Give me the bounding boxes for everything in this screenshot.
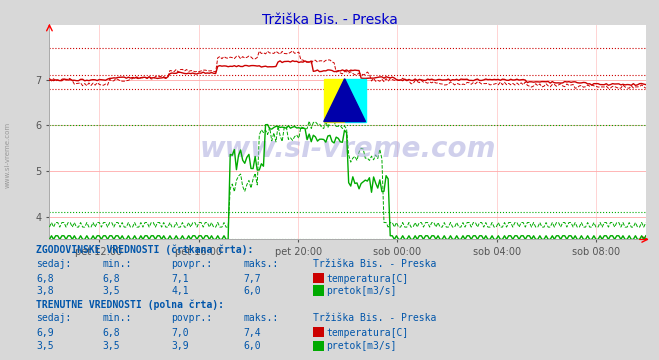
Text: Tržiška Bis. - Preska: Tržiška Bis. - Preska bbox=[262, 13, 397, 27]
Text: 6,8: 6,8 bbox=[102, 328, 120, 338]
Text: 6,0: 6,0 bbox=[244, 341, 262, 351]
Text: povpr.:: povpr.: bbox=[171, 313, 212, 323]
Text: 6,8: 6,8 bbox=[102, 274, 120, 284]
Text: www.si-vreme.com: www.si-vreme.com bbox=[5, 122, 11, 188]
Text: 7,7: 7,7 bbox=[244, 274, 262, 284]
Polygon shape bbox=[324, 79, 366, 122]
Text: pretok[m3/s]: pretok[m3/s] bbox=[326, 286, 397, 296]
Text: Tržiška Bis. - Preska: Tržiška Bis. - Preska bbox=[313, 313, 436, 323]
Text: sedaj:: sedaj: bbox=[36, 313, 71, 323]
Text: povpr.:: povpr.: bbox=[171, 259, 212, 269]
Text: maks.:: maks.: bbox=[244, 313, 279, 323]
Text: maks.:: maks.: bbox=[244, 259, 279, 269]
Text: 3,5: 3,5 bbox=[102, 286, 120, 296]
Text: TRENUTNE VREDNOSTI (polna črta):: TRENUTNE VREDNOSTI (polna črta): bbox=[36, 299, 224, 310]
Bar bbox=[345, 79, 366, 122]
Text: 6,8: 6,8 bbox=[36, 274, 54, 284]
Text: 3,8: 3,8 bbox=[36, 286, 54, 296]
Text: pretok[m3/s]: pretok[m3/s] bbox=[326, 341, 397, 351]
Text: min.:: min.: bbox=[102, 259, 132, 269]
Text: 7,4: 7,4 bbox=[244, 328, 262, 338]
Text: Tržiška Bis. - Preska: Tržiška Bis. - Preska bbox=[313, 259, 436, 269]
Text: 3,5: 3,5 bbox=[102, 341, 120, 351]
Text: temperatura[C]: temperatura[C] bbox=[326, 328, 409, 338]
Text: 3,5: 3,5 bbox=[36, 341, 54, 351]
Text: 7,1: 7,1 bbox=[171, 274, 189, 284]
Text: www.si-vreme.com: www.si-vreme.com bbox=[200, 135, 496, 163]
Text: temperatura[C]: temperatura[C] bbox=[326, 274, 409, 284]
Bar bbox=[324, 79, 345, 122]
Text: 4,1: 4,1 bbox=[171, 286, 189, 296]
Text: 6,9: 6,9 bbox=[36, 328, 54, 338]
Text: 7,0: 7,0 bbox=[171, 328, 189, 338]
Text: ZGODOVINSKE VREDNOSTI (črtkana črta):: ZGODOVINSKE VREDNOSTI (črtkana črta): bbox=[36, 244, 254, 255]
Text: min.:: min.: bbox=[102, 313, 132, 323]
Text: 3,9: 3,9 bbox=[171, 341, 189, 351]
Text: 6,0: 6,0 bbox=[244, 286, 262, 296]
Text: sedaj:: sedaj: bbox=[36, 259, 71, 269]
